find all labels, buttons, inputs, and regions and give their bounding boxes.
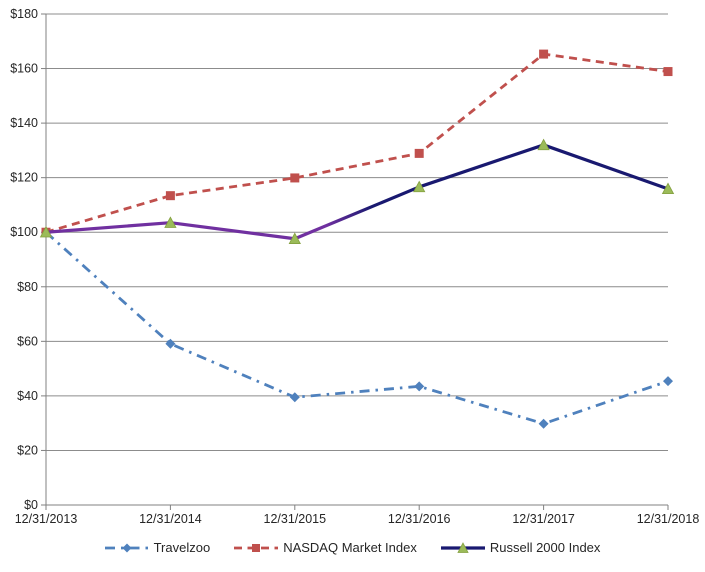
data-point-nasdaq-market-index	[539, 49, 549, 59]
series-line-russell-2000-index	[541, 143, 670, 191]
y-axis-label: $180	[10, 7, 38, 21]
y-axis-label: $40	[17, 389, 38, 403]
y-axis-label: $120	[10, 171, 38, 185]
legend-item-russell-2000-index: Russell 2000 Index	[440, 540, 601, 555]
legend-swatch-russell-2000-index	[440, 541, 485, 553]
data-point-russell-2000-index	[661, 182, 675, 195]
legend-swatch-nasdaq-market-index	[234, 543, 279, 552]
x-axis-label: 12/31/2013	[15, 512, 78, 526]
data-point-nasdaq-market-index	[165, 191, 175, 201]
y-axis-label: $0	[24, 498, 38, 512]
x-axis-label: 12/31/2014	[139, 512, 202, 526]
series-line-russell-2000-index	[293, 185, 421, 241]
series-line-nasdaq-market-index	[45, 52, 669, 234]
data-point-travelzoo	[663, 376, 673, 387]
y-axis-label: $140	[10, 116, 38, 130]
data-point-nasdaq-market-index	[290, 173, 300, 183]
legend-marker-diamond-icon	[122, 543, 132, 552]
chart-legend: Travelzoo NASDAQ Market Index Russell 2000…	[0, 540, 705, 555]
legend-marker-triangle-icon	[457, 541, 469, 553]
series-line-russell-2000-index	[417, 143, 546, 189]
legend-label-nasdaq-market-index: NASDAQ Market Index	[283, 540, 417, 555]
data-point-russell-2000-index	[39, 225, 53, 238]
data-point-travelzoo	[289, 392, 300, 403]
legend-marker-square-icon	[252, 543, 261, 552]
y-axis-label: $160	[10, 62, 38, 76]
performance-chart: $0 $20 $40 $60 $80 $100 $120 $140 $160 $180 12/31/…	[10, 7, 700, 526]
y-axis-label: $80	[17, 280, 38, 294]
data-point-russell-2000-index	[537, 138, 550, 151]
x-axis-label: 12/31/2015	[264, 512, 327, 526]
data-point-nasdaq-market-index	[663, 67, 673, 77]
data-point-russell-2000-index	[164, 216, 177, 228]
legend-label-travelzoo: Travelzoo	[153, 540, 211, 555]
data-point-travelzoo	[165, 338, 176, 349]
legend-label-russell-2000-index: Russell 2000 Index	[489, 540, 601, 555]
series-line-russell-2000-index	[168, 221, 297, 241]
y-axis-label: $100	[10, 225, 38, 239]
data-point-travelzoo	[414, 381, 425, 392]
legend-item-travelzoo: Travelzoo	[104, 540, 211, 555]
data-point-russell-2000-index	[413, 180, 426, 193]
x-axis-label: 12/31/2017	[512, 512, 575, 526]
y-axis-label: $60	[17, 334, 38, 348]
legend-item-nasdaq-market-index: NASDAQ Market Index	[234, 540, 417, 555]
data-point-travelzoo	[538, 418, 549, 429]
x-axis-label: 12/31/2018	[637, 512, 700, 526]
data-point-russell-2000-index	[288, 232, 301, 244]
legend-swatch-travelzoo	[104, 543, 149, 552]
x-axis-label: 12/31/2016	[388, 512, 451, 526]
series-line-russell-2000-index	[44, 221, 172, 234]
series-line-travelzoo	[45, 231, 669, 426]
data-point-nasdaq-market-index	[414, 148, 424, 158]
y-axis-label: $20	[17, 443, 38, 457]
